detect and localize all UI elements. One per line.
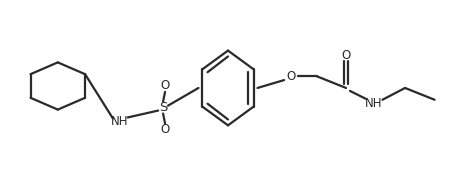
- Text: O: O: [286, 70, 296, 83]
- Text: O: O: [161, 123, 170, 136]
- Text: NH: NH: [111, 115, 128, 128]
- Text: NH: NH: [365, 97, 382, 110]
- Text: O: O: [341, 49, 351, 62]
- Text: O: O: [161, 80, 170, 93]
- Text: S: S: [159, 101, 167, 114]
